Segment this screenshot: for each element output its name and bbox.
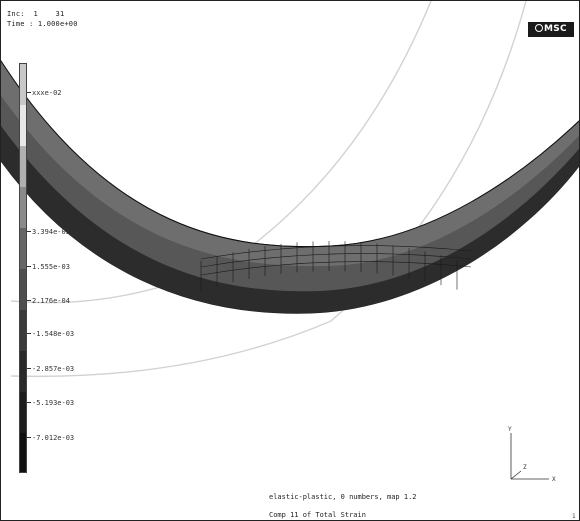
legend-tick-label: -1.548e-03 — [27, 330, 74, 338]
legend-tick-label: 2.176e-04 — [27, 297, 70, 305]
scalar-label: Comp 11 of Total Strain — [269, 511, 366, 519]
colorbar-segment — [20, 392, 26, 434]
shell-outline — [1, 60, 579, 248]
time-label: Time : 1.000e+00 — [7, 20, 78, 28]
colorbar-segment — [20, 310, 26, 352]
colorbar-segment — [20, 187, 26, 229]
axis-y-label: Y — [508, 426, 512, 433]
legend-tick-label: -2.857e-03 — [27, 365, 74, 373]
legend-tick-label: -7.012e-03 — [27, 434, 74, 442]
mesh-grid — [200, 241, 472, 291]
colorbar-segment — [20, 146, 26, 188]
legend-tick-label: 3.394e-03 — [27, 228, 70, 236]
axis-triad — [510, 433, 549, 480]
corner-mark: 1 — [572, 513, 576, 520]
legend-tick-label: 1.555e-03 — [27, 263, 70, 271]
legend-colorbar — [19, 63, 27, 473]
axis-x-label: X — [552, 476, 556, 483]
colorbar-segment — [20, 269, 26, 311]
guide-arc — [10, 1, 527, 378]
mesh-line — [200, 253, 472, 268]
increment-info: Inc: 1 31 Time : 1.000e+00 — [7, 9, 78, 29]
shell-band-light — [1, 61, 579, 267]
logo-mark-icon — [535, 24, 544, 32]
logo-text: MSC — [544, 24, 567, 34]
colorbar-segment — [20, 351, 26, 393]
legend-tick-label: -5.193e-03 — [27, 399, 74, 407]
mesh-line — [200, 261, 472, 276]
shell-band-mid — [1, 96, 579, 292]
colorbar-segment — [20, 228, 26, 270]
increment-label: Inc: 1 31 — [7, 10, 65, 18]
job-title: elastic-plastic, 0 numbers, map 1.2 — [269, 493, 417, 501]
colorbar-segment — [20, 433, 26, 472]
msc-logo: MSC — [528, 22, 574, 37]
shell-band-dark — [1, 126, 579, 314]
axis-z-label: Z — [523, 464, 527, 471]
colorbar-segment — [20, 64, 26, 106]
colorbar-segment — [20, 105, 26, 147]
legend-tick-label: xxxe-02 — [27, 89, 62, 97]
